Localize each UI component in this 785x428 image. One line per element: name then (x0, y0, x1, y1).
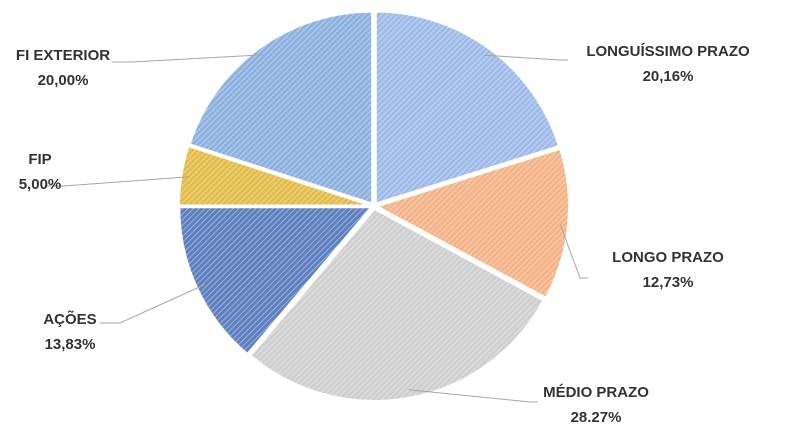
leader-line (559, 223, 588, 279)
value-label: 12,73% (643, 274, 694, 291)
value-label: 28.27% (571, 409, 622, 426)
pie-slice (374, 10, 561, 205)
leader-line (484, 54, 568, 61)
pie-slice (374, 147, 570, 300)
leader-line (100, 284, 205, 324)
leader-line (44, 176, 190, 187)
leader-line (112, 54, 265, 63)
value-label: 20,16% (643, 68, 694, 85)
category-label: LONGUÍSSIMO PRAZO (586, 43, 750, 60)
category-label: LONGO PRAZO (612, 249, 724, 266)
value-label: 13,83% (45, 336, 96, 353)
value-label: 5,00% (19, 176, 62, 193)
category-label: FIP (28, 151, 51, 168)
pie-slice (178, 144, 372, 207)
value-label: 20,00% (38, 72, 89, 89)
category-label: FI EXTERIOR (16, 47, 110, 64)
category-label: AÇÕES (43, 310, 96, 328)
pie-slice (188, 10, 374, 205)
pie-slice (249, 207, 545, 402)
category-label: MÉDIO PRAZO (543, 384, 649, 401)
leader-line (408, 389, 538, 403)
